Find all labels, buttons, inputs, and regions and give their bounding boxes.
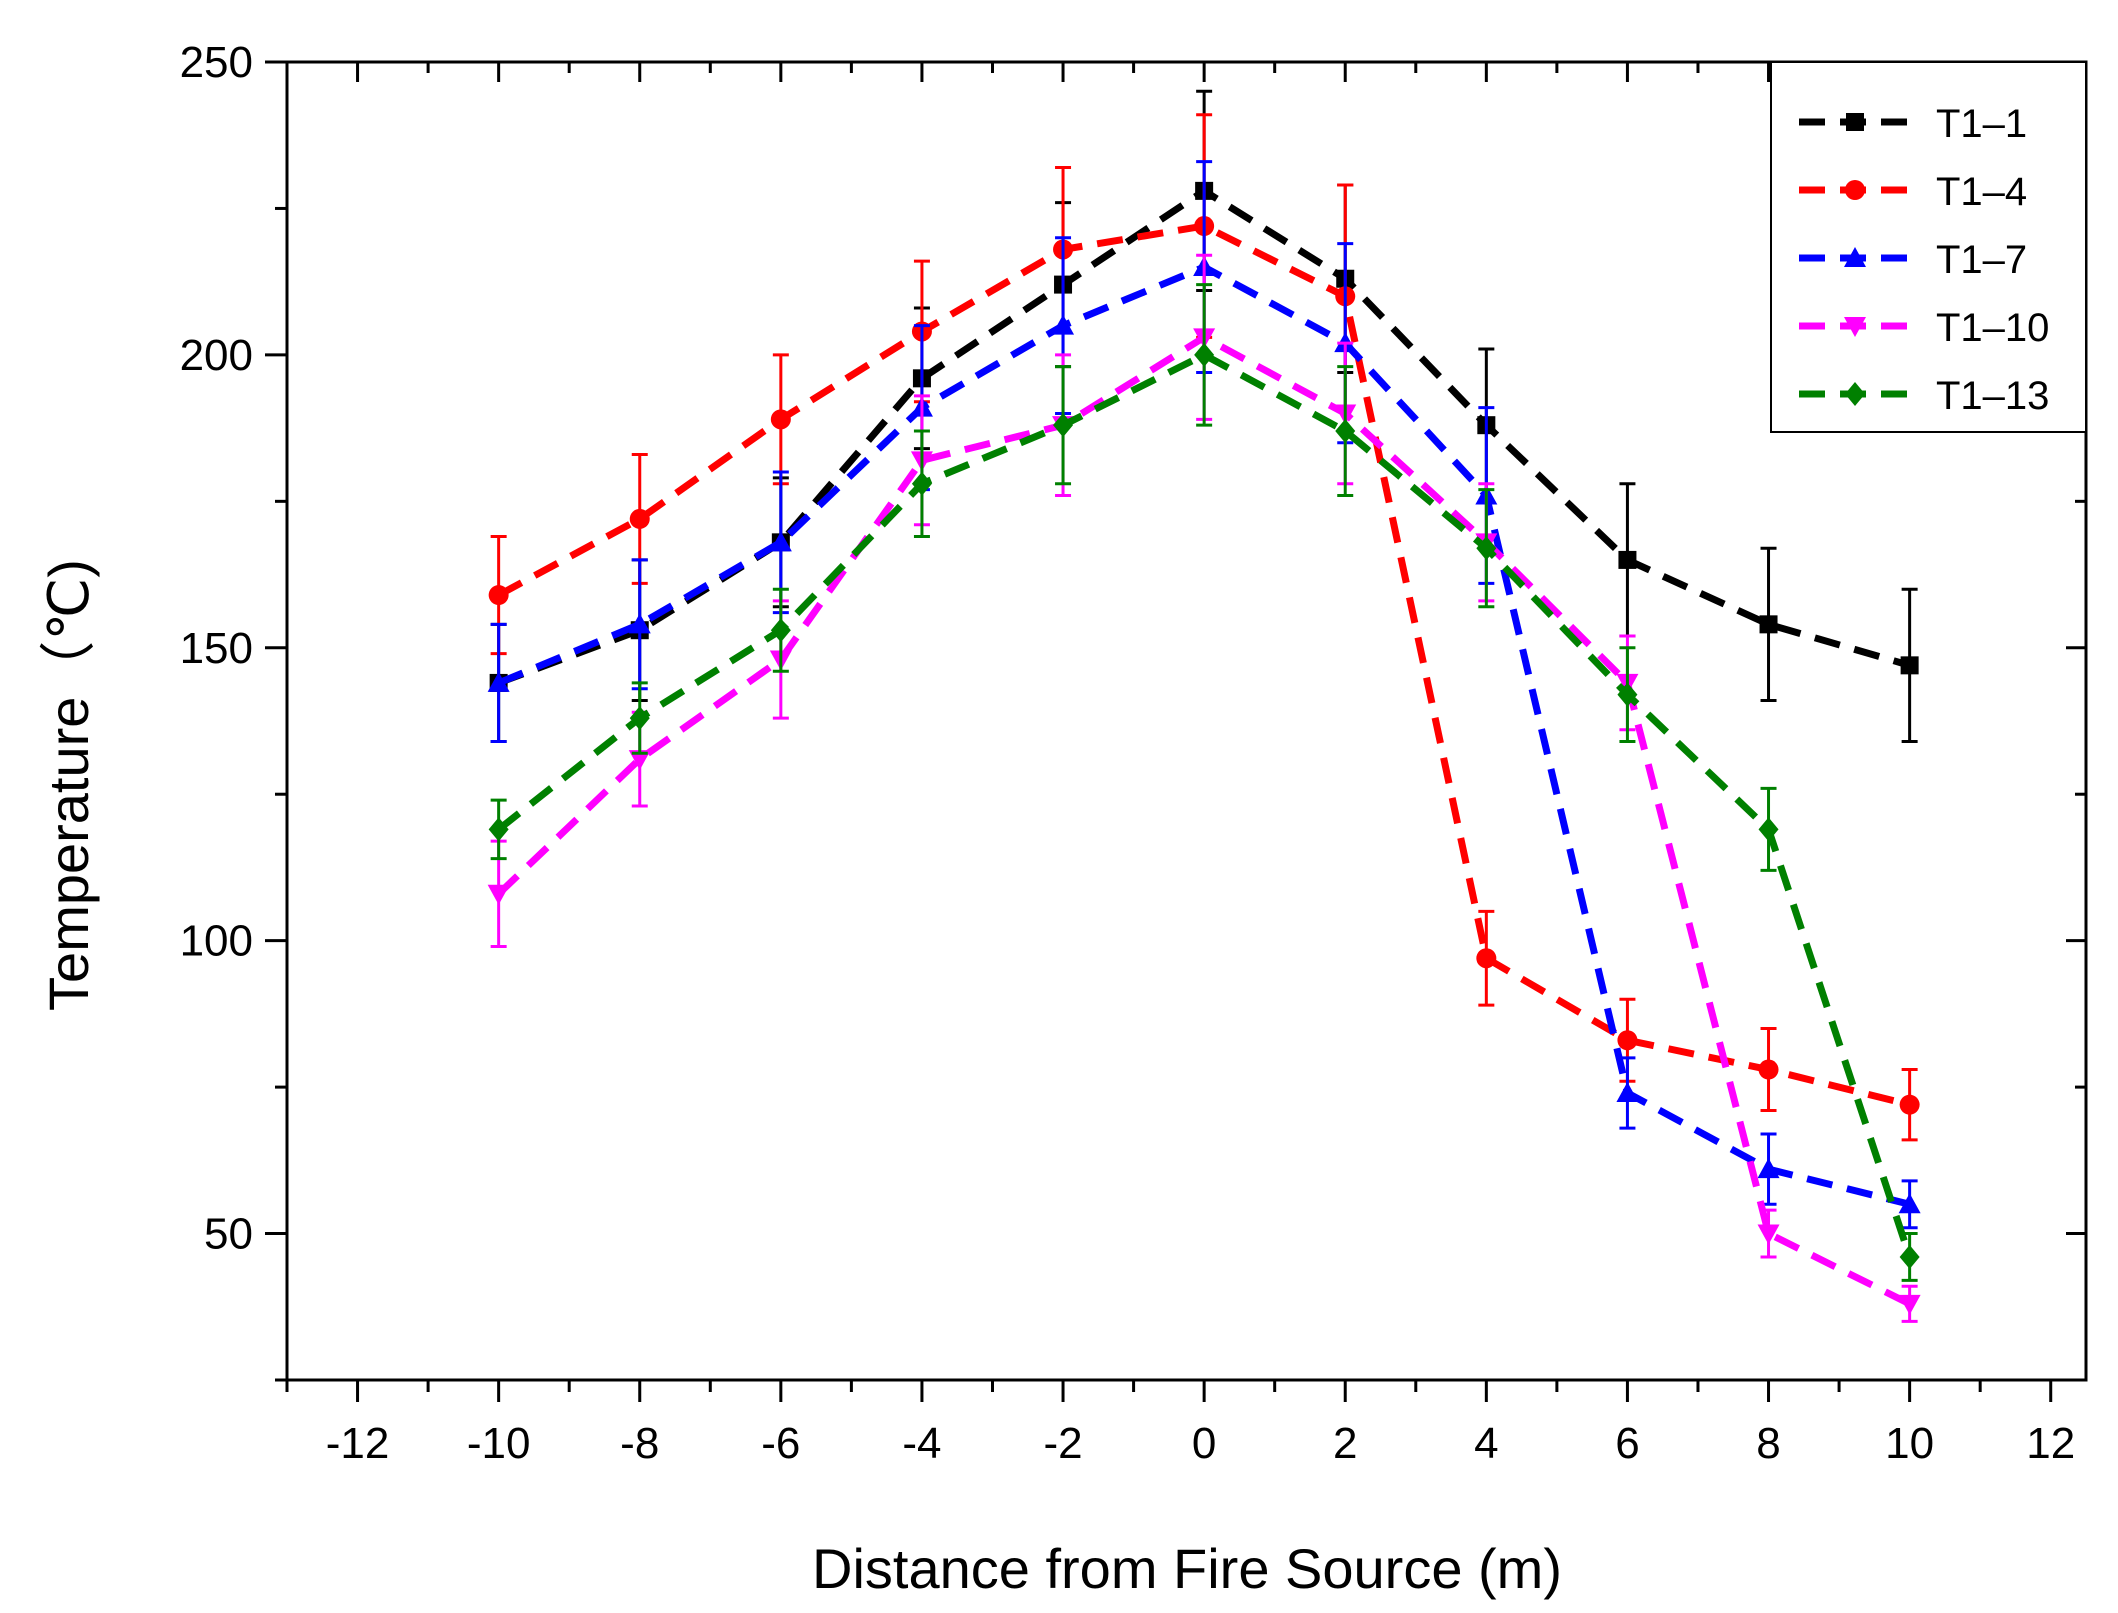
- legend-item: T1–10: [1799, 306, 2049, 350]
- data-point: [770, 409, 791, 430]
- data-point: [1052, 314, 1075, 335]
- data-point: [1476, 536, 1497, 561]
- x-tick-label: 12: [2026, 1419, 2075, 1468]
- data-point: [1758, 817, 1779, 842]
- plot-frame: [285, 60, 2088, 1382]
- y-tick-label: 100: [180, 917, 253, 966]
- legend-marker: [1844, 317, 1866, 337]
- x-tick-label: 4: [1474, 1419, 1498, 1468]
- y-axis-title: Temperature（℃): [37, 559, 100, 1011]
- data-point: [1053, 413, 1074, 438]
- data-point: [1898, 1193, 1921, 1214]
- legend-marker: [1844, 247, 1866, 267]
- data-point: [1900, 656, 1919, 675]
- data-point: [1476, 948, 1497, 969]
- data-point: [488, 585, 509, 606]
- legend-label: T1–13: [1936, 374, 2049, 418]
- data-point: [1618, 550, 1637, 569]
- x-axis-title: Distance from Fire Source (m): [812, 1537, 1562, 1600]
- legend-item: T1–7: [1799, 238, 2027, 282]
- x-tick-label: -6: [761, 1419, 800, 1468]
- data-point: [628, 750, 651, 771]
- legend-label: T1–7: [1936, 238, 2027, 282]
- data-point: [1617, 1030, 1638, 1051]
- data-point: [1758, 1059, 1779, 1080]
- data-point: [1757, 1224, 1780, 1245]
- data-point: [1617, 682, 1638, 707]
- x-tick-label: 0: [1192, 1419, 1216, 1468]
- data-point: [770, 618, 791, 643]
- y-tick-label: 200: [180, 331, 253, 380]
- data-point: [629, 706, 650, 731]
- data-point: [628, 613, 651, 634]
- data-point: [487, 884, 510, 905]
- data-point: [1757, 1158, 1780, 1179]
- legend-label: T1–1: [1936, 102, 2027, 146]
- legend-item: T1–13: [1799, 374, 2049, 418]
- x-tick-label: -10: [467, 1419, 531, 1468]
- x-tick-label: -8: [620, 1419, 659, 1468]
- x-tick-label: 8: [1756, 1419, 1780, 1468]
- axes: -12 -10 -8 -6 -4 -2 0 2 4 6 8 10 12 50 100 150 200 250: [180, 38, 2088, 1468]
- x-tick-label: -4: [902, 1419, 941, 1468]
- legend-marker: [1846, 113, 1864, 131]
- data-point: [488, 817, 509, 842]
- legend: T1–1 T1–4 T1–7 T1–10 T1–13: [1770, 61, 2087, 433]
- data-point: [911, 471, 932, 496]
- y-tick-label: 50: [204, 1210, 253, 1259]
- data-point: [1194, 342, 1215, 367]
- data-point: [487, 671, 510, 692]
- data-point: [769, 531, 792, 552]
- data-point: [1899, 1094, 1920, 1115]
- data-point: [1759, 615, 1778, 634]
- y-tick-label: 250: [180, 38, 253, 87]
- data-point: [1335, 419, 1356, 444]
- legend-item: T1–4: [1799, 170, 2027, 214]
- legend-marker: [1845, 382, 1865, 406]
- x-tick-label: 10: [1885, 1419, 1934, 1468]
- x-tick-label: 6: [1615, 1419, 1639, 1468]
- data-point: [1899, 1244, 1920, 1269]
- x-tick-label: -2: [1043, 1419, 1082, 1468]
- series-line: [496, 351, 1913, 1259]
- x-tick-label: -12: [326, 1419, 390, 1468]
- series-5: [488, 283, 1920, 1282]
- data-point: [1616, 1081, 1639, 1102]
- x-tick-label: 2: [1333, 1419, 1357, 1468]
- legend-item: T1–1: [1799, 102, 2027, 146]
- legend-label: T1–10: [1936, 306, 2049, 350]
- legend-label: T1–4: [1936, 170, 2027, 214]
- y-tick-label: 150: [180, 624, 253, 673]
- series-line: [496, 222, 1911, 1109]
- plot-area: [487, 89, 1921, 1323]
- legend-marker: [1845, 180, 1865, 200]
- data-point: [629, 508, 650, 529]
- data-point: [1898, 1294, 1921, 1315]
